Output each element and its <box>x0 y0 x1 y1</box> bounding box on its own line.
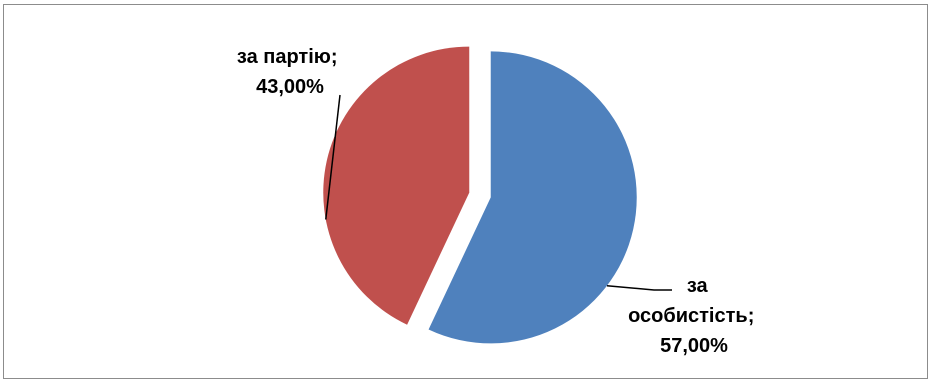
pie-slices <box>323 46 637 344</box>
slice-value-label: 57,00% <box>660 335 728 357</box>
leader-line <box>325 94 341 220</box>
pie-slice <box>323 46 470 325</box>
slice-label: за особистість; 57,00% <box>628 275 760 357</box>
leader-line <box>606 284 672 291</box>
pie-slice <box>428 51 637 344</box>
slice-label: за партію; 43,00% <box>237 46 343 98</box>
slice-label-line: за партію; <box>237 46 338 68</box>
slice-label-line: за <box>687 275 709 297</box>
slice-label-line: особистість; <box>628 305 754 327</box>
slice-value-label: 43,00% <box>256 76 324 98</box>
leader-lines <box>325 94 672 291</box>
